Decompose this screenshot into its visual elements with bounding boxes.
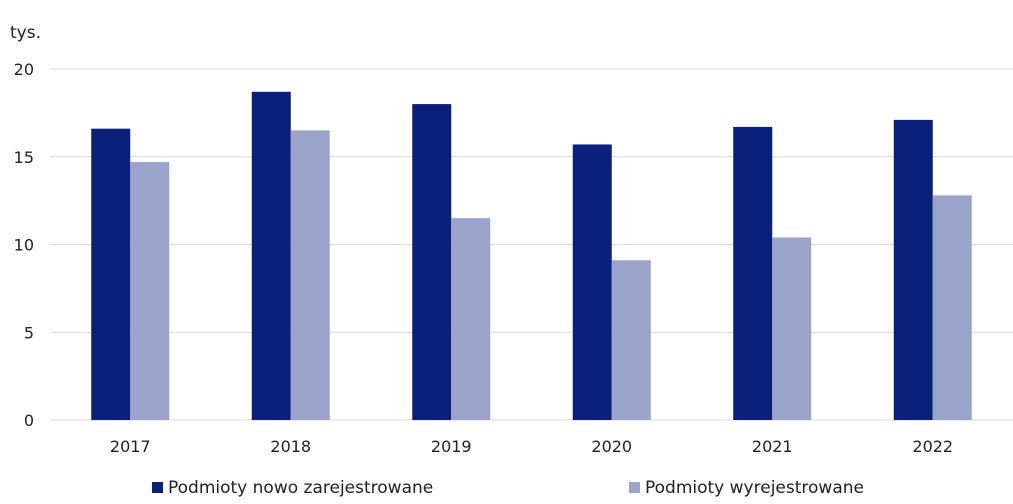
x-axis-ticks: 2017 2018 2019 2020 2021 2022 [110,437,953,456]
y-tick-label: 15 [14,148,34,167]
y-tick-label: 20 [14,60,34,79]
bar-new-2017 [91,128,131,421]
x-tick-label: 2017 [110,437,151,456]
y-axis-ticks: 0 5 10 15 20 [14,60,34,430]
bar-new-2020 [572,144,612,420]
bar-new-2019 [412,104,452,420]
legend-swatch-deregistered [629,482,640,493]
legend: Podmioty nowo zarejestrowane Podmioty wy… [152,478,864,498]
bar-deregistered-2022 [932,195,972,420]
legend-label-new: Podmioty nowo zarejestrowane [168,478,433,498]
y-unit-label: tys. [10,23,41,43]
y-tick-label: 0 [24,411,34,430]
bar-deregistered-2017 [130,162,170,420]
x-tick-label: 2018 [270,437,311,456]
y-tick-label: 5 [24,323,34,342]
bar-new-2021 [733,126,773,420]
bar-deregistered-2021 [772,237,812,420]
legend-label-deregistered: Podmioty wyrejestrowane [645,478,864,498]
x-tick-label: 2021 [752,437,793,456]
bar-deregistered-2019 [451,218,491,420]
bar-deregistered-2018 [290,130,330,421]
x-tick-label: 2022 [912,437,953,456]
bar-deregistered-2020 [611,260,651,420]
gridlines [50,68,1013,421]
bars [91,91,972,421]
x-tick-label: 2020 [591,437,632,456]
y-tick-label: 10 [14,236,34,255]
legend-swatch-new [152,482,163,493]
bar-new-2022 [893,119,933,421]
x-tick-label: 2019 [431,437,472,456]
bar-new-2018 [251,91,291,420]
